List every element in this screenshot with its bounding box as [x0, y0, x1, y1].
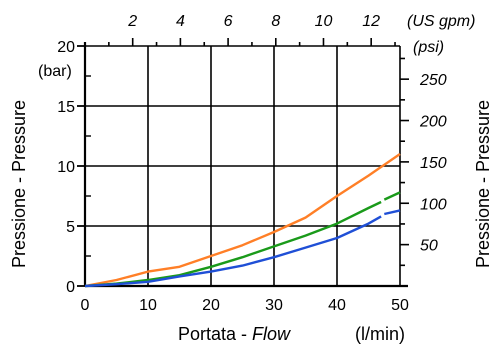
right-tick-label: 250	[419, 72, 447, 89]
x-tick-label: 10	[139, 297, 157, 314]
x-axis-title-main: Portata -	[178, 324, 252, 344]
y-tick-label: 20	[57, 39, 75, 56]
axis-ticks: 0 10 20 30 40 50 0 5 10 15 20 2 4 6 8 10 12 50 100 150 200 25…	[57, 13, 447, 314]
grid-lines	[85, 45, 401, 286]
series-line-2	[84, 200, 382, 288]
x-tick-label: 20	[202, 297, 220, 314]
y-axis-title-right: Pressione - Pressure	[473, 100, 493, 268]
top-tick-label: 4	[176, 13, 185, 30]
right-tick-label: 50	[420, 238, 438, 255]
top-tick-label: 2	[127, 13, 137, 30]
top-tick-label: 12	[362, 13, 380, 30]
top-tick-label: 6	[224, 13, 233, 30]
right-tick-label: 150	[420, 155, 447, 172]
y-axis-title-left: Pressione - Pressure	[9, 100, 29, 268]
top-tick-label: 10	[315, 13, 333, 30]
top-tick-label: 8	[271, 13, 280, 30]
y-tick-label: 5	[66, 219, 75, 236]
series-tail-1	[383, 191, 401, 201]
right-tick-label: 200	[419, 114, 447, 131]
right-tick-label: 100	[420, 196, 447, 213]
series-tail-2	[384, 209, 401, 216]
series-line-1	[84, 153, 401, 288]
x-tick-label: 0	[81, 297, 90, 314]
right-unit-label: (psi)	[413, 39, 444, 56]
y-tick-label: 15	[57, 99, 75, 116]
plot-frame	[83, 42, 408, 288]
series-line-3	[84, 215, 382, 288]
y-tick-label: 10	[57, 159, 75, 176]
top-unit-label: (US gpm)	[407, 13, 475, 30]
x-axis-title: Portata - Flow	[178, 324, 291, 344]
x-axis-unit: (l/min)	[355, 324, 405, 344]
x-axis-title-italic: Flow	[252, 324, 291, 344]
y-tick-label: 0	[66, 279, 75, 296]
x-tick-label: 30	[265, 297, 283, 314]
series-layer	[84, 153, 401, 288]
left-unit-label: (bar)	[38, 63, 72, 80]
x-tick-label: 50	[391, 297, 409, 314]
x-tick-label: 40	[328, 297, 346, 314]
